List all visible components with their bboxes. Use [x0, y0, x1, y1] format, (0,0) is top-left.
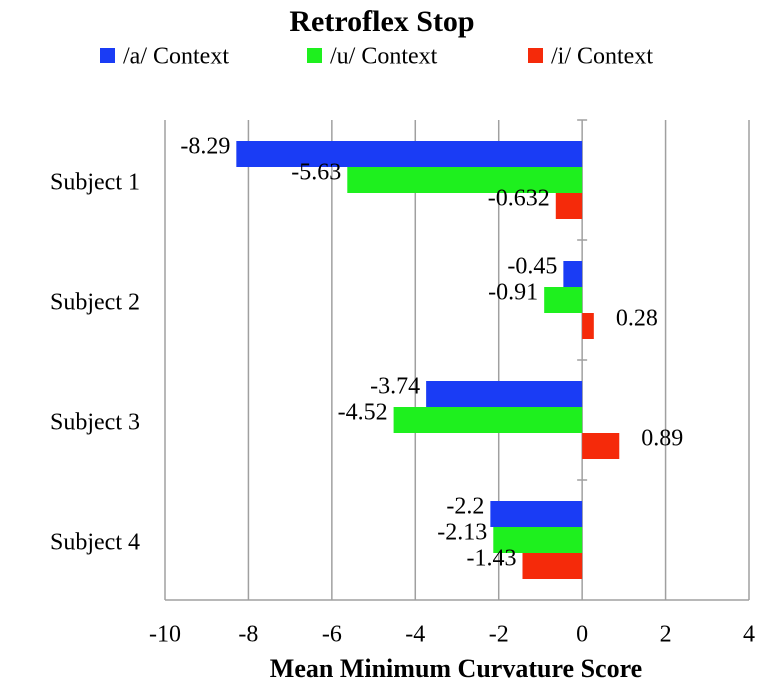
bar	[393, 407, 583, 433]
y-tick-label: Subject 3	[50, 410, 140, 436]
bar	[563, 261, 583, 287]
x-tick-label: -2	[489, 622, 509, 648]
chart-title: Retroflex Stop	[289, 5, 474, 38]
y-tick-label: Subject 1	[50, 170, 140, 196]
data-label: -8.29	[180, 134, 230, 160]
bar	[582, 313, 594, 339]
x-tick-label: -8	[238, 622, 258, 648]
bar	[522, 553, 583, 579]
data-label: -5.63	[291, 160, 341, 186]
bar	[544, 287, 583, 313]
bar	[347, 167, 583, 193]
data-label: -2.13	[437, 520, 487, 546]
data-label: -4.52	[338, 400, 388, 426]
legend-swatch	[307, 48, 322, 63]
y-tick-label: Subject 4	[50, 530, 140, 556]
data-label: -2.2	[446, 494, 484, 520]
data-label: -1.43	[466, 546, 516, 572]
bar	[426, 381, 583, 407]
bar	[582, 433, 620, 459]
data-label: -0.45	[507, 254, 557, 280]
bar	[555, 193, 583, 219]
x-tick-label: 4	[743, 622, 755, 648]
bar	[236, 141, 583, 167]
legend-label: /u/ Context	[330, 44, 438, 70]
data-label: -3.74	[370, 374, 420, 400]
data-label: 0.28	[616, 306, 658, 332]
x-axis-title: Mean Minimum Curvature Score	[270, 654, 642, 683]
x-tick-label: -4	[405, 622, 425, 648]
bar	[490, 501, 583, 527]
x-tick-label: -10	[149, 622, 181, 648]
legend-swatch	[528, 48, 543, 63]
x-tick-label: 2	[660, 622, 672, 648]
legend-label: /a/ Context	[123, 44, 229, 70]
legend-swatch	[100, 48, 115, 63]
y-tick-label: Subject 2	[50, 290, 140, 316]
bar	[493, 527, 583, 553]
legend-label: /i/ Context	[551, 44, 653, 70]
x-tick-label: -6	[322, 622, 342, 648]
x-tick-label: 0	[576, 622, 588, 648]
data-label: -0.632	[488, 186, 550, 212]
data-label: 0.89	[641, 426, 683, 452]
data-label: -0.91	[488, 280, 538, 306]
